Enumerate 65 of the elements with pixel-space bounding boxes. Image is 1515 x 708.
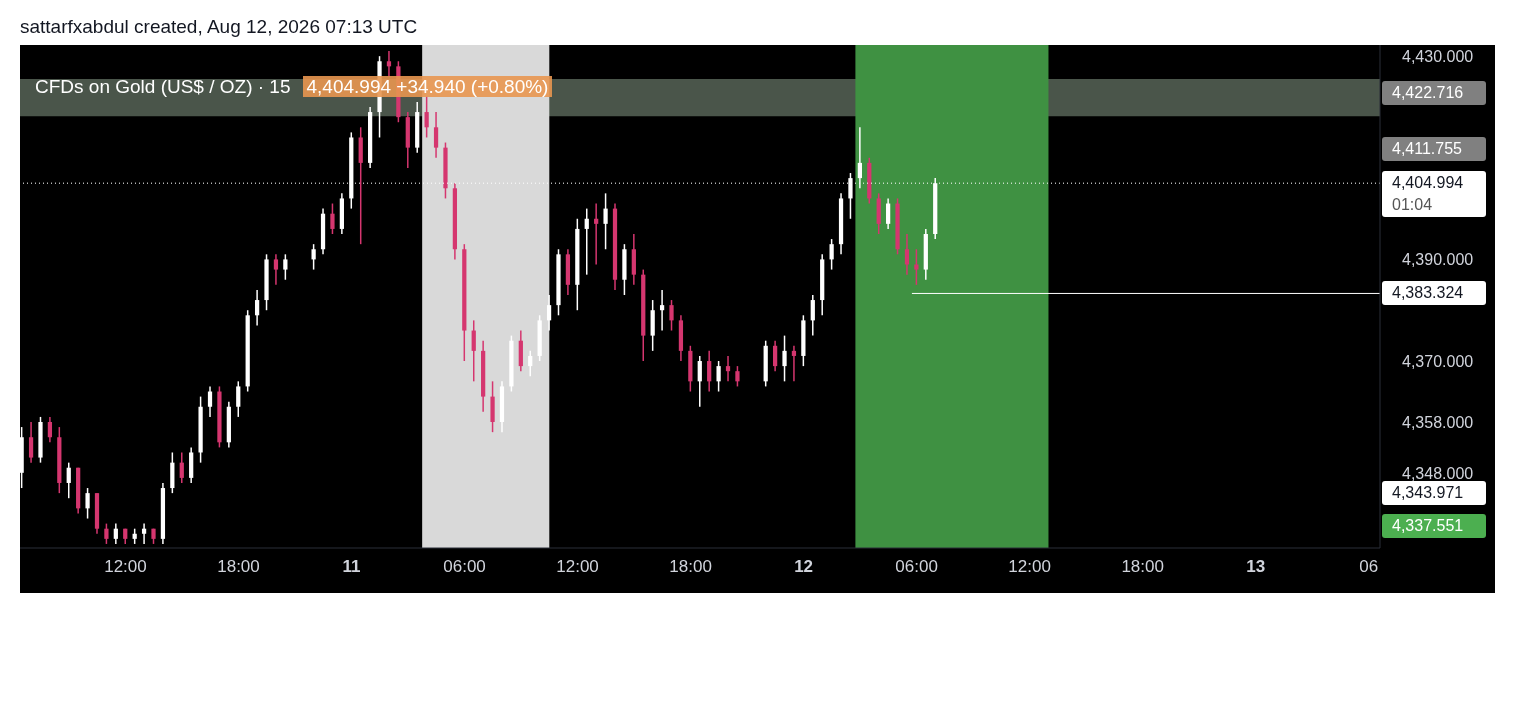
y-tick-label: 4,370.000 [1402, 353, 1474, 371]
candlestick [471, 319, 476, 383]
candlestick [697, 355, 702, 408]
candlestick [829, 238, 834, 271]
y-tick-label: 4,348.000 [1402, 464, 1474, 482]
candlestick [283, 253, 288, 281]
y-tick-label: 4,430.000 [1402, 48, 1474, 66]
text: 4,404.994 +34.940 (+0.80%) [302, 76, 553, 97]
text: sattarfxabdul created, Aug 12, 2026 07:13 UTC [20, 16, 418, 38]
text: 4,343.971 [1382, 481, 1486, 506]
candlestick [791, 345, 797, 383]
candlestick [47, 416, 53, 444]
x-tick-label: 18:00 [1121, 557, 1164, 576]
candlestick [104, 522, 109, 545]
candlestick [904, 233, 910, 276]
candlestick [424, 96, 429, 139]
candlestick [273, 253, 279, 286]
candlestick [603, 192, 608, 250]
candlestick [207, 385, 213, 418]
x-tick-label: 12:00 [1008, 557, 1051, 576]
x-tick-label: 06:00 [895, 557, 938, 576]
candlestick [707, 350, 712, 393]
candlestick [716, 360, 721, 393]
candlestick [886, 197, 891, 230]
candlestick [179, 451, 184, 484]
text: 4,337.551 [1382, 513, 1486, 538]
x-tick-label: 06:00 [443, 557, 486, 576]
candlestick [914, 248, 919, 286]
candlestick [85, 487, 90, 520]
candlestick [141, 522, 147, 545]
text: 4,411.755 [1382, 136, 1486, 161]
candlestick [113, 522, 118, 545]
candlestick [659, 289, 665, 332]
candlestick [772, 339, 778, 372]
candlestick [433, 111, 439, 159]
candlestick [311, 243, 316, 271]
x-tick-label: 12:00 [556, 557, 599, 576]
candlestick [330, 202, 335, 235]
candlestick [782, 334, 787, 383]
x-tick-label: 12:00 [104, 557, 147, 576]
x-tick-label: 13 [1246, 557, 1266, 576]
candlestick [735, 365, 740, 388]
candlestick [386, 50, 392, 78]
candlestick [236, 380, 241, 418]
text: CFDs on Gold (US$ / OZ) · 15 [35, 76, 291, 97]
candlestick [546, 294, 552, 332]
x-tick-label: 11 [342, 557, 361, 576]
text: 4,383.324 [1382, 281, 1486, 306]
candlestick [28, 421, 34, 464]
candlestick [810, 294, 815, 337]
text: 4,422.716 [1382, 81, 1486, 106]
candlestick [584, 207, 589, 276]
candlestick [254, 289, 260, 327]
candlestick [725, 355, 731, 383]
x-tick-label: 06 [1359, 557, 1379, 576]
candlestick [528, 350, 533, 378]
candlestick [66, 461, 71, 499]
x-tick-label: 18:00 [217, 557, 260, 576]
y-tick-label: 4,390.000 [1402, 251, 1474, 269]
ref-line-label: 4,404.994 01:04 [1392, 173, 1465, 216]
x-tick-label: 12 [794, 557, 814, 576]
y-tick-label: 4,358.000 [1402, 414, 1474, 431]
candlestick [594, 202, 599, 266]
candlestick [669, 299, 674, 332]
x-tick-label: 18:00 [669, 557, 712, 576]
